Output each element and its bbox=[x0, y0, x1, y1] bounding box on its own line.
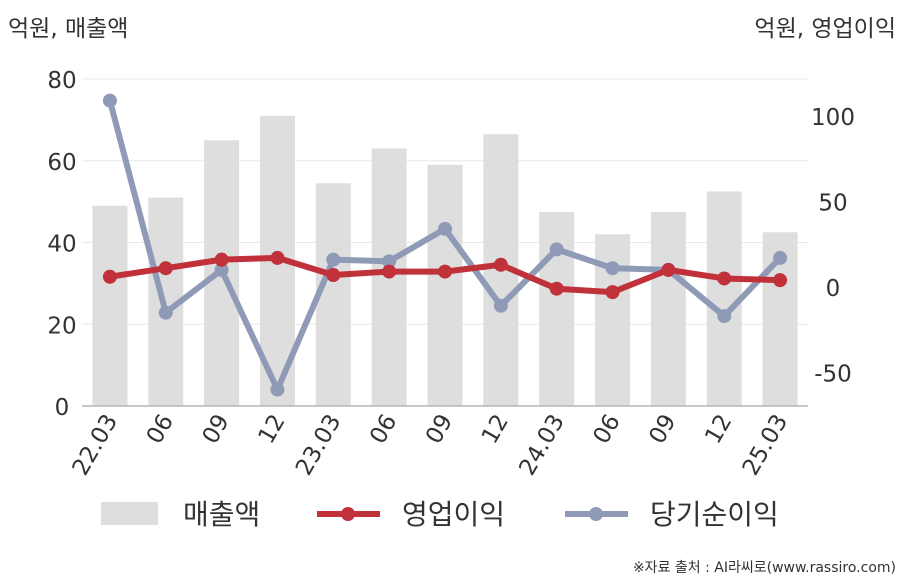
point-당기순이익 bbox=[102, 93, 117, 108]
x-tick-label: 12 bbox=[477, 410, 514, 448]
x-tick-label: 06 bbox=[142, 410, 179, 448]
point-영업이익 bbox=[549, 281, 564, 296]
point-영업이익 bbox=[493, 257, 508, 272]
left-tick-label: 80 bbox=[47, 68, 76, 94]
x-tick-label: 22.03 bbox=[68, 410, 123, 480]
point-당기순이익 bbox=[326, 252, 341, 267]
left-axis-ticks: 0 20 40 60 80 bbox=[47, 68, 76, 421]
point-당기순이익 bbox=[158, 305, 173, 320]
x-tick-label: 09 bbox=[421, 410, 458, 448]
point-영업이익 bbox=[382, 264, 397, 279]
bar-revenue bbox=[92, 205, 128, 406]
bar-revenue bbox=[539, 211, 575, 406]
point-당기순이익 bbox=[438, 221, 452, 236]
legend-marker-netincome bbox=[589, 507, 603, 521]
x-tick-label: 12 bbox=[254, 410, 291, 448]
x-tick-label: 06 bbox=[589, 410, 626, 448]
x-tick-label: 09 bbox=[198, 410, 235, 448]
left-tick-label: 40 bbox=[47, 232, 76, 258]
x-tick-label: 09 bbox=[644, 410, 681, 448]
right-axis-ticks: -50 0 50 100 bbox=[811, 105, 855, 388]
series-lines bbox=[102, 93, 788, 397]
point-영업이익 bbox=[661, 262, 676, 277]
bar-revenue bbox=[427, 164, 463, 406]
right-tick-label: 50 bbox=[818, 191, 847, 217]
legend-label-operating: 영업이익 bbox=[402, 498, 505, 531]
x-tick-label: 12 bbox=[700, 410, 737, 448]
point-당기순이익 bbox=[493, 298, 508, 313]
point-당기순이익 bbox=[773, 250, 788, 265]
point-영업이익 bbox=[158, 261, 173, 276]
right-tick-label: -50 bbox=[814, 362, 852, 388]
x-tick-label: 25.03 bbox=[738, 410, 793, 480]
point-당기순이익 bbox=[605, 261, 620, 276]
point-영업이익 bbox=[270, 250, 285, 265]
point-당기순이익 bbox=[214, 262, 229, 277]
x-tick-label: 06 bbox=[365, 410, 402, 448]
point-당기순이익 bbox=[382, 254, 397, 269]
point-영업이익 bbox=[773, 273, 788, 288]
right-tick-label: 0 bbox=[826, 276, 841, 302]
left-tick-label: 60 bbox=[47, 150, 76, 176]
legend-label-netincome: 당기순이익 bbox=[650, 498, 779, 531]
bar-revenue bbox=[315, 183, 351, 406]
point-당기순이익 bbox=[717, 309, 732, 324]
right-tick-label: 100 bbox=[811, 105, 855, 131]
point-영업이익 bbox=[438, 264, 452, 279]
legend: 매출액 영업이익 당기순이익 bbox=[101, 498, 779, 531]
x-axis-ticks: 22.03 06 09 12 23.03 06 09 12 24.03 06 09 12 25.03 bbox=[68, 410, 794, 480]
right-axis-label: 억원, 영업이익 bbox=[754, 16, 896, 42]
point-영업이익 bbox=[717, 271, 732, 286]
left-tick-label: 20 bbox=[47, 313, 76, 339]
point-영업이익 bbox=[326, 268, 341, 283]
point-영업이익 bbox=[102, 269, 117, 284]
bar-revenue bbox=[650, 211, 686, 406]
point-당기순이익 bbox=[270, 382, 285, 397]
source-note: ※자료 출처 : AI라씨로(www.rassiro.com) bbox=[633, 560, 896, 576]
legend-label-revenue: 매출액 bbox=[183, 498, 260, 531]
bar-revenue bbox=[595, 234, 631, 406]
legend-marker-operating bbox=[341, 507, 355, 521]
bar-revenue bbox=[706, 191, 742, 406]
legend-swatch-revenue bbox=[101, 502, 158, 525]
x-tick-label: 24.03 bbox=[514, 410, 569, 480]
left-tick-label: 0 bbox=[55, 395, 70, 421]
point-당기순이익 bbox=[549, 242, 564, 257]
left-axis-label: 억원, 매출액 bbox=[8, 16, 128, 42]
point-영업이익 bbox=[605, 285, 620, 300]
point-영업이익 bbox=[214, 252, 229, 267]
x-tick-label: 23.03 bbox=[291, 410, 346, 480]
